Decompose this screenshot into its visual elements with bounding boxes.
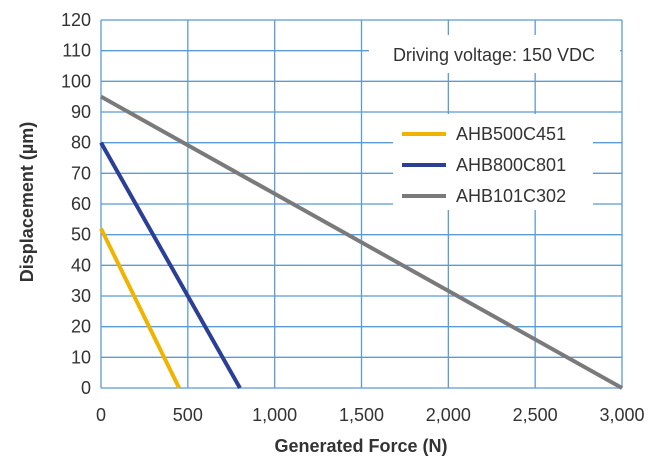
- y-tick-label: 60: [71, 194, 91, 214]
- series-line-ahb500c451: [99, 227, 181, 389]
- y-tick-label: 20: [71, 317, 91, 337]
- y-tick-label: 110: [62, 41, 91, 61]
- y-tick-label: 70: [71, 163, 91, 183]
- x-tick-label: 1,000: [252, 405, 297, 425]
- x-tick-label: 0: [96, 405, 106, 425]
- series-line-ahb800c801: [99, 141, 242, 389]
- y-tick-label: 30: [71, 286, 91, 306]
- series-lines: [99, 94, 623, 390]
- x-tick-label: 2,000: [426, 405, 471, 425]
- x-tick-label: 500: [173, 405, 203, 425]
- y-tick-label: 0: [81, 378, 91, 398]
- y-tick-label: 10: [71, 347, 91, 367]
- series-line-ahb101c302: [100, 94, 623, 390]
- x-axis-title: Generated Force (N): [274, 436, 447, 456]
- y-tick-label: 40: [71, 255, 91, 275]
- legend-label-ahb500c451: AHB500C451: [456, 124, 566, 144]
- legend-label-ahb101c302: AHB101C302: [456, 186, 566, 206]
- y-tick-label: 80: [71, 133, 91, 153]
- y-axis-ticks: 0 10 20 30 40 50 60 70 80 90 100 110 120: [61, 10, 91, 398]
- legend: AHB500C451 AHB800C801 AHB101C302: [393, 114, 593, 210]
- x-axis-ticks: 0 500 1,000 1,500 2,000 2,500 3,000: [96, 405, 645, 425]
- y-axis-title: Displacement (µm): [17, 122, 37, 282]
- legend-label-ahb800c801: AHB800C801: [456, 155, 566, 175]
- y-tick-label: 100: [61, 71, 91, 91]
- x-tick-label: 3,000: [599, 405, 644, 425]
- annotation-box: Driving voltage: 150 VDC: [369, 35, 620, 73]
- x-tick-label: 1,500: [339, 405, 384, 425]
- y-tick-label: 120: [61, 10, 91, 30]
- driving-voltage-annotation: Driving voltage: 150 VDC: [393, 45, 595, 65]
- x-tick-label: 2,500: [513, 405, 558, 425]
- y-tick-label: 90: [71, 102, 91, 122]
- y-tick-label: 50: [71, 225, 91, 245]
